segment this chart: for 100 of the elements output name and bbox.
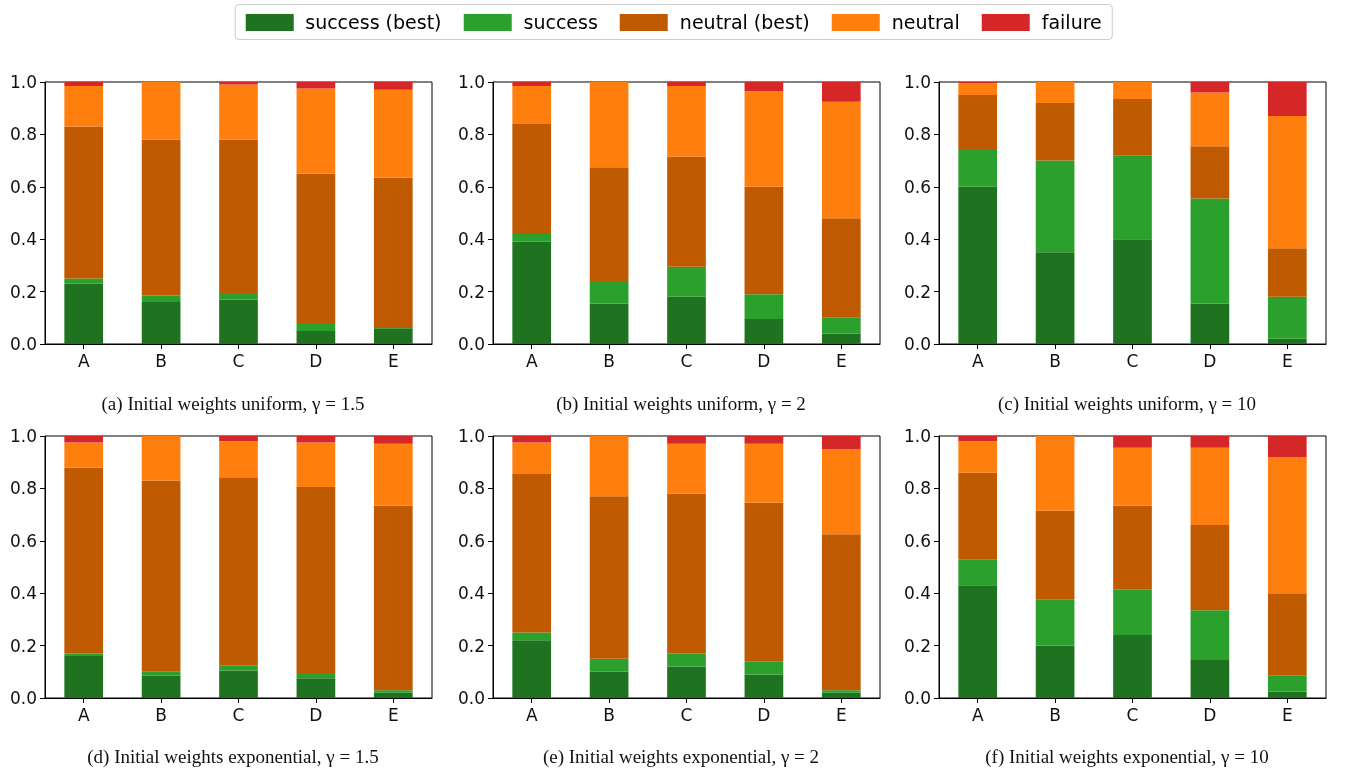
y-tick-label: 0.0 [457,334,485,354]
bar [667,436,706,444]
bar [744,82,784,92]
y-tick-label: 0.8 [903,478,931,499]
bar [1190,525,1230,611]
bar [141,480,181,672]
bar [373,443,413,506]
bar [589,303,629,344]
bar [1267,456,1307,594]
bar [219,665,258,671]
bar [373,177,413,327]
bar [1035,599,1075,646]
x-tick-label: E [1281,350,1293,371]
bar [958,585,998,698]
y-tick-label: 1.0 [903,426,931,446]
bar [1267,248,1307,297]
y-tick-label: 0.8 [457,478,485,499]
bar [1190,610,1230,661]
y-tick-label: 0.4 [9,583,37,604]
bar [589,167,629,282]
bar [821,101,861,219]
bar [1267,691,1307,698]
bar [1113,436,1152,448]
bar [1267,82,1307,117]
bar [296,88,336,174]
y-tick-label: 0.6 [9,530,37,551]
text: (c) Initial weights uniform, γ = 10 [996,393,1258,415]
y-tick-label: 0.8 [457,124,485,145]
bar [373,690,413,693]
bar [958,150,998,187]
bar [219,299,258,344]
bar [296,173,336,324]
bar [821,690,861,693]
y-tick-label: 0.0 [457,688,485,708]
bar [958,83,998,96]
bar [219,84,258,140]
x-tick-label: E [1281,704,1293,725]
bar [141,295,181,303]
x-tick-label: B [155,704,167,725]
y-tick-label: 1.0 [9,426,37,446]
bar [958,95,998,151]
bar [64,85,104,127]
x-tick-label: C [680,704,693,725]
bar [667,443,706,494]
bar [744,186,784,295]
bar [296,436,336,443]
bar [744,436,784,444]
bar [64,82,104,86]
bar [141,436,181,481]
x-tick-label: B [155,350,167,371]
bar [1035,252,1075,344]
x-tick-label: A [971,350,984,371]
bar [512,123,552,234]
bar [1267,338,1307,344]
y-tick-label: 0.2 [903,635,931,656]
bar [744,502,784,662]
bar [296,330,336,344]
bar [1267,296,1307,339]
y-tick-label: 0.2 [457,281,485,302]
bar [1267,436,1307,457]
x-tick-label: B [1049,704,1061,725]
y-tick-label: 0.2 [457,635,485,656]
x-tick-label: E [387,350,399,371]
y-tick-label: 0.8 [903,124,931,145]
bar [373,436,413,444]
bar [1113,99,1152,156]
bar [821,333,861,344]
bar [512,436,552,443]
bar [667,266,706,297]
bar [958,472,998,560]
y-tick-label: 0.2 [9,635,37,656]
text: (e) Initial weights exponential, γ = 2 [541,746,821,768]
bar [64,442,104,468]
x-tick-label: D [1203,704,1217,725]
bar [589,281,629,304]
x-tick-label: E [387,704,399,725]
x-tick-label: D [757,704,771,725]
bar [219,82,258,85]
bar [64,283,104,344]
bar [589,436,629,497]
legend-label: failure [1041,11,1102,33]
bar [296,673,336,679]
text: (b) Initial weights uniform, γ = 2 [555,393,807,415]
bar [958,436,998,442]
bar [958,559,998,586]
bar [512,640,552,698]
bar [1190,92,1230,147]
y-tick-label: 0.6 [9,176,37,197]
bar [219,477,258,666]
bar [1035,82,1075,103]
bar [821,534,861,691]
bar [64,467,104,654]
bar [64,436,104,443]
y-tick-label: 0.6 [457,176,485,197]
x-tick-label: C [232,350,245,371]
bar [667,85,706,157]
y-tick-label: 0.4 [903,229,931,250]
x-tick-label: C [1126,704,1139,725]
y-tick-label: 0.2 [9,281,37,302]
bar [1113,635,1152,698]
